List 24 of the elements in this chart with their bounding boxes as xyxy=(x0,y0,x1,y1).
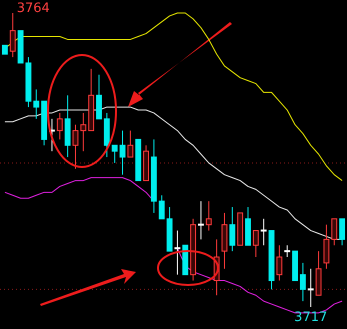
candlestick xyxy=(158,194,165,220)
candlestick xyxy=(300,262,306,302)
annotation: 3764 xyxy=(16,1,50,16)
candlestick xyxy=(198,200,204,240)
candlestick xyxy=(331,218,338,246)
candlestick xyxy=(174,230,180,276)
candlestick xyxy=(229,206,236,252)
candlestick xyxy=(96,74,102,120)
candlestick xyxy=(206,200,212,232)
candlestick xyxy=(276,244,282,282)
text: 3717 xyxy=(294,310,328,325)
candlestick xyxy=(120,130,126,176)
candlestick xyxy=(127,130,134,158)
candlestick xyxy=(252,230,259,258)
candlestick xyxy=(323,224,330,270)
candlestick xyxy=(33,88,40,120)
candlestick xyxy=(284,244,290,258)
candlestick xyxy=(339,218,346,246)
candlestick xyxy=(260,218,267,246)
candlestick xyxy=(112,144,118,164)
candlestick xyxy=(308,268,314,308)
candlestick xyxy=(10,12,16,58)
candlestick xyxy=(56,112,63,140)
candlestick xyxy=(72,124,78,170)
